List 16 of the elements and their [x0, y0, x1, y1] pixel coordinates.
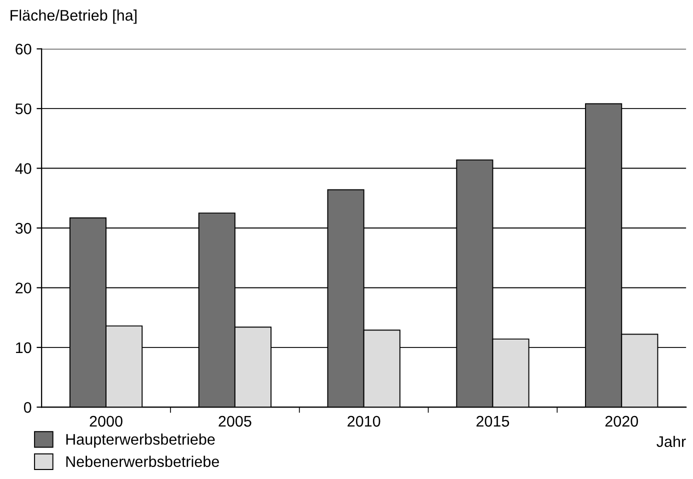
y-tick-label: 50 [15, 103, 32, 114]
x-tick-label: 2010 [348, 416, 380, 427]
y-tick-label: 0 [24, 402, 32, 413]
y-tick-label: 40 [15, 163, 32, 174]
y-axis-title: Fläche/Betrieb [ha] [10, 10, 136, 24]
legend-label: Nebenerwerbsbetriebe [66, 456, 219, 468]
x-tick-label: 2005 [218, 416, 252, 427]
x-tick-label: 2020 [605, 416, 638, 427]
y-tick-label: 10 [16, 342, 32, 354]
y-tick-label: 60 [16, 44, 32, 55]
y-tick-label: 20 [16, 282, 32, 294]
legend-label: Haupterwerbsbetriebe [66, 434, 215, 448]
x-tick-label: 2000 [90, 416, 122, 427]
x-axis-title: Jahr [656, 436, 686, 448]
y-tick-label: 30 [15, 222, 32, 234]
x-tick-label: 2015 [476, 416, 510, 427]
